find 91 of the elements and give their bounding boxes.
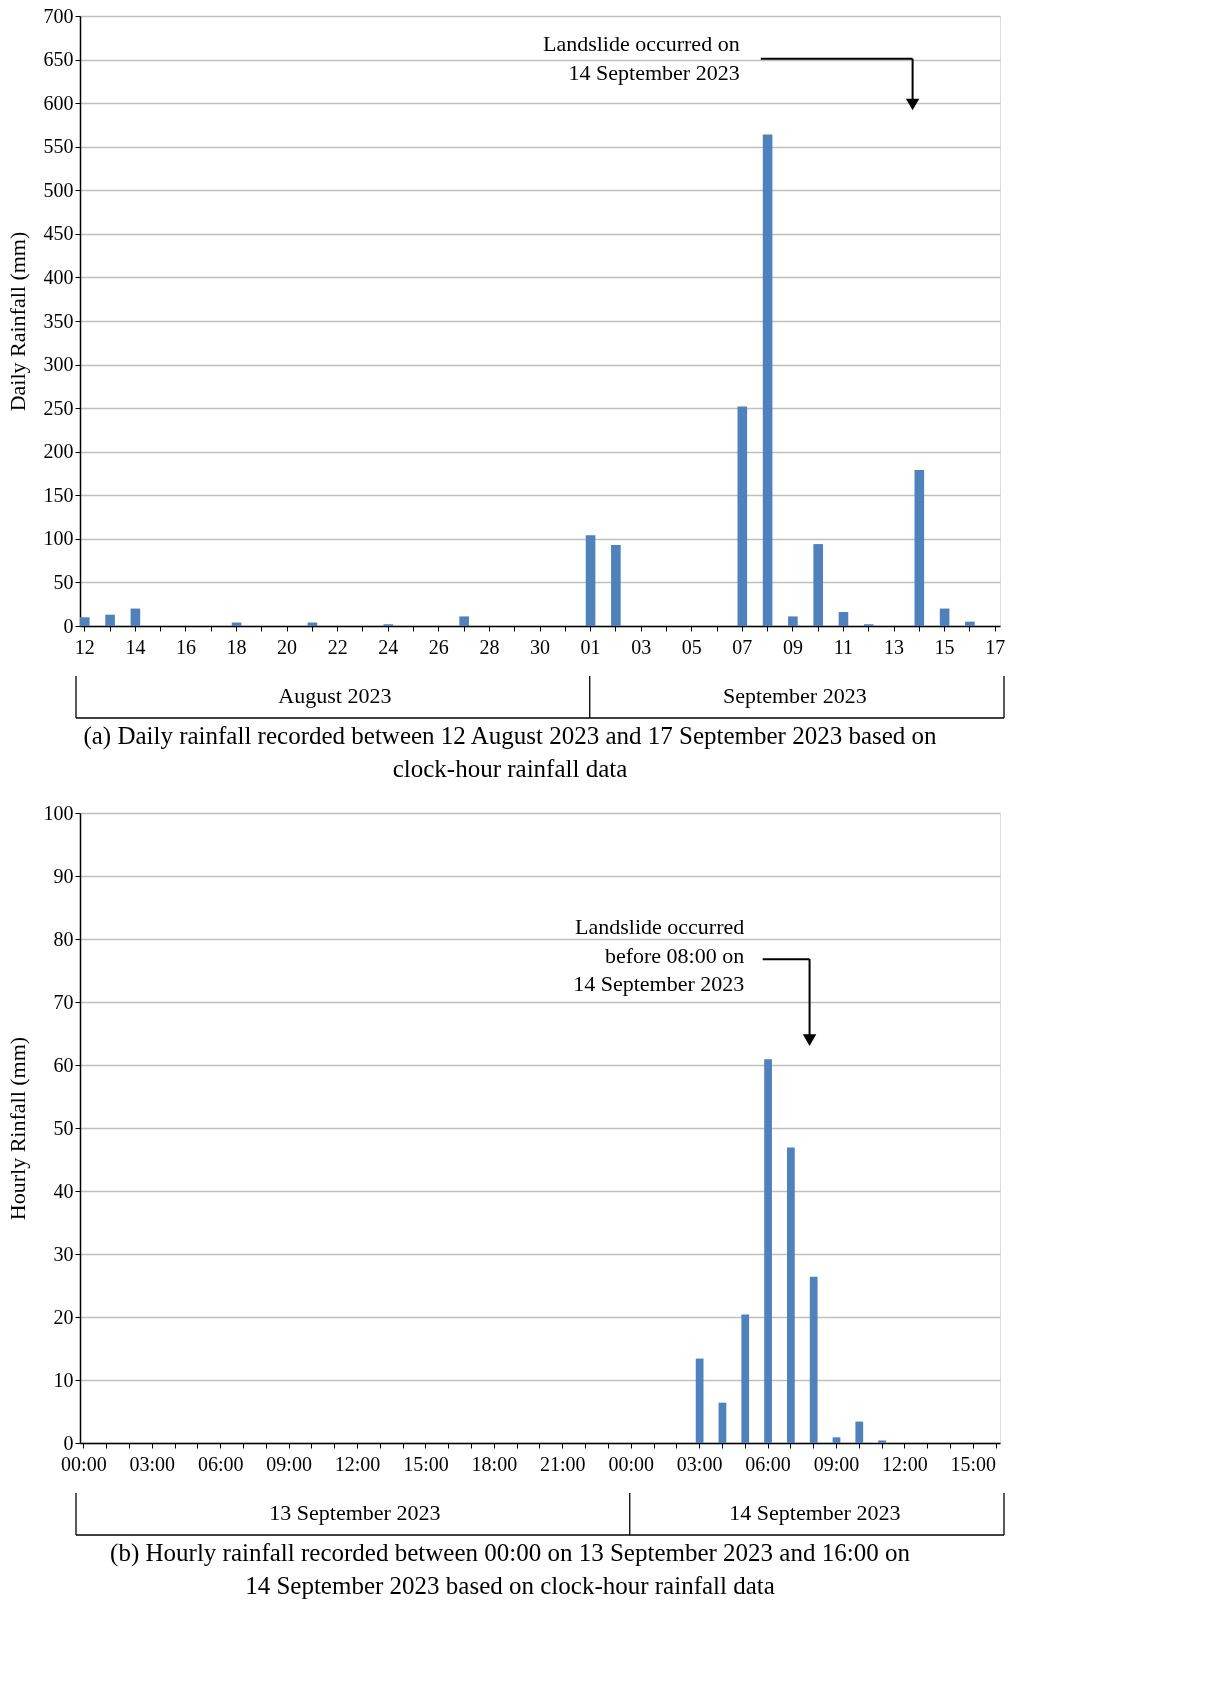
text: August 2023 xyxy=(278,683,392,708)
bar xyxy=(459,616,469,626)
x-tick-label: 09:00 xyxy=(266,1452,312,1475)
y-tick-label: 50 xyxy=(53,1116,74,1139)
y-axis-title: Hourly Rinfall (mm) xyxy=(4,1036,30,1221)
bar xyxy=(105,614,115,626)
x-tick-label: 09 xyxy=(782,635,803,658)
y-tick-label: 100 xyxy=(43,801,74,824)
x-tick-label: 06:00 xyxy=(745,1452,791,1475)
y-tick-label: 200 xyxy=(43,440,74,463)
y-axis-title: Daily Rainfall (mm) xyxy=(4,231,30,412)
x-tick-label: 18 xyxy=(226,635,247,658)
annotation: Landslide occurred before 08:00 on 14 September 2023 xyxy=(573,913,745,997)
bar xyxy=(762,134,773,626)
x-tick-label: 14 xyxy=(125,635,146,658)
y-tick-label: 0 xyxy=(63,1431,74,1454)
bar xyxy=(809,1276,818,1443)
y-tick-label: 350 xyxy=(43,309,74,332)
x-tick-label: 03 xyxy=(631,635,652,658)
annotation: Landslide occurred on 14 September 2023 xyxy=(542,31,740,85)
bar xyxy=(939,608,950,626)
bar xyxy=(695,1358,704,1443)
x-tick-label: 21:00 xyxy=(540,1452,586,1475)
x-tick-label: 12 xyxy=(74,635,95,658)
y-tick-label: 20 xyxy=(53,1305,74,1328)
text: 13 September 2023 xyxy=(269,1500,441,1525)
x-tick-label: 12:00 xyxy=(882,1452,928,1475)
text: (a) Daily rainfall recorded between 12 August 2023 and 17 September 2023 based on clock-hour rainfall data xyxy=(83,722,938,782)
text: September 2023 xyxy=(723,683,867,708)
y-tick-label: 100 xyxy=(43,527,74,550)
y-tick-label: 70 xyxy=(53,990,74,1013)
x-tick-label: 22 xyxy=(327,635,348,658)
text: (b) Hourly rainfall recorded between 00:00 on 13 September 2023 and 16:00 on 14 September 2023 based on clock-hour rainfall data xyxy=(110,1539,911,1599)
y-tick-label: 700 xyxy=(43,4,74,27)
bar xyxy=(788,616,798,626)
x-tick-label: 24 xyxy=(378,635,399,658)
bar xyxy=(878,1440,886,1443)
y-tick-label: 30 xyxy=(53,1242,74,1265)
y-tick-label: 50 xyxy=(53,570,74,593)
x-tick-label: 03:00 xyxy=(676,1452,723,1475)
x-tick-label: 17 xyxy=(985,635,1006,658)
x-tick-label: 13 xyxy=(884,635,905,658)
y-tick-label: 10 xyxy=(53,1368,74,1391)
y-tick-label: 250 xyxy=(43,396,74,419)
y-tick-label: 60 xyxy=(53,1053,74,1076)
y-tick-label: 90 xyxy=(53,864,74,887)
x-tick-label: 28 xyxy=(479,635,500,658)
x-tick-label: 15:00 xyxy=(950,1452,997,1475)
x-tick-label: 15:00 xyxy=(403,1452,449,1475)
bar xyxy=(914,470,925,626)
x-tick-label: 20 xyxy=(277,635,298,658)
x-tick-label: 16 xyxy=(175,635,196,658)
x-tick-label: 09:00 xyxy=(813,1452,860,1475)
bar xyxy=(130,608,141,626)
y-tick-label: 500 xyxy=(43,178,74,201)
x-tick-label: 05 xyxy=(681,635,702,658)
x-tick-label: 11 xyxy=(833,635,854,658)
x-tick-label: 12:00 xyxy=(334,1452,381,1475)
x-tick-label: 07 xyxy=(732,635,753,658)
x-tick-label: 06:00 xyxy=(197,1452,244,1475)
bar xyxy=(80,617,90,626)
bar xyxy=(965,621,975,626)
y-tick-label: 300 xyxy=(43,353,74,376)
y-tick-label: 150 xyxy=(43,483,74,506)
x-tick-label: 18:00 xyxy=(471,1452,518,1475)
bar xyxy=(813,544,823,626)
y-tick-label: 40 xyxy=(53,1179,74,1202)
y-tick-label: 600 xyxy=(43,91,74,114)
y-tick-label: 80 xyxy=(53,927,74,950)
x-tick-label: 30 xyxy=(530,635,550,658)
bar xyxy=(786,1147,795,1443)
x-tick-label: 01 xyxy=(580,635,601,658)
y-tick-label: 550 xyxy=(43,135,74,158)
x-tick-label: 03:00 xyxy=(129,1452,176,1475)
y-tick-label: 400 xyxy=(43,265,74,288)
y-tick-label: 0 xyxy=(63,614,74,637)
bar xyxy=(764,1059,772,1443)
x-tick-label: 00:00 xyxy=(61,1452,107,1475)
bar xyxy=(832,1437,841,1443)
bar xyxy=(855,1421,864,1443)
bar xyxy=(741,1314,750,1443)
y-tick-label: 650 xyxy=(43,48,74,71)
y-tick-label: 450 xyxy=(43,222,74,245)
bar xyxy=(737,406,748,626)
bar xyxy=(838,612,849,626)
x-tick-label: 15 xyxy=(934,635,955,658)
text: 14 September 2023 xyxy=(729,1500,901,1525)
bar xyxy=(611,544,621,626)
x-tick-label: 26 xyxy=(428,635,449,658)
x-tick-label: 00:00 xyxy=(608,1452,655,1475)
bar xyxy=(585,535,596,626)
